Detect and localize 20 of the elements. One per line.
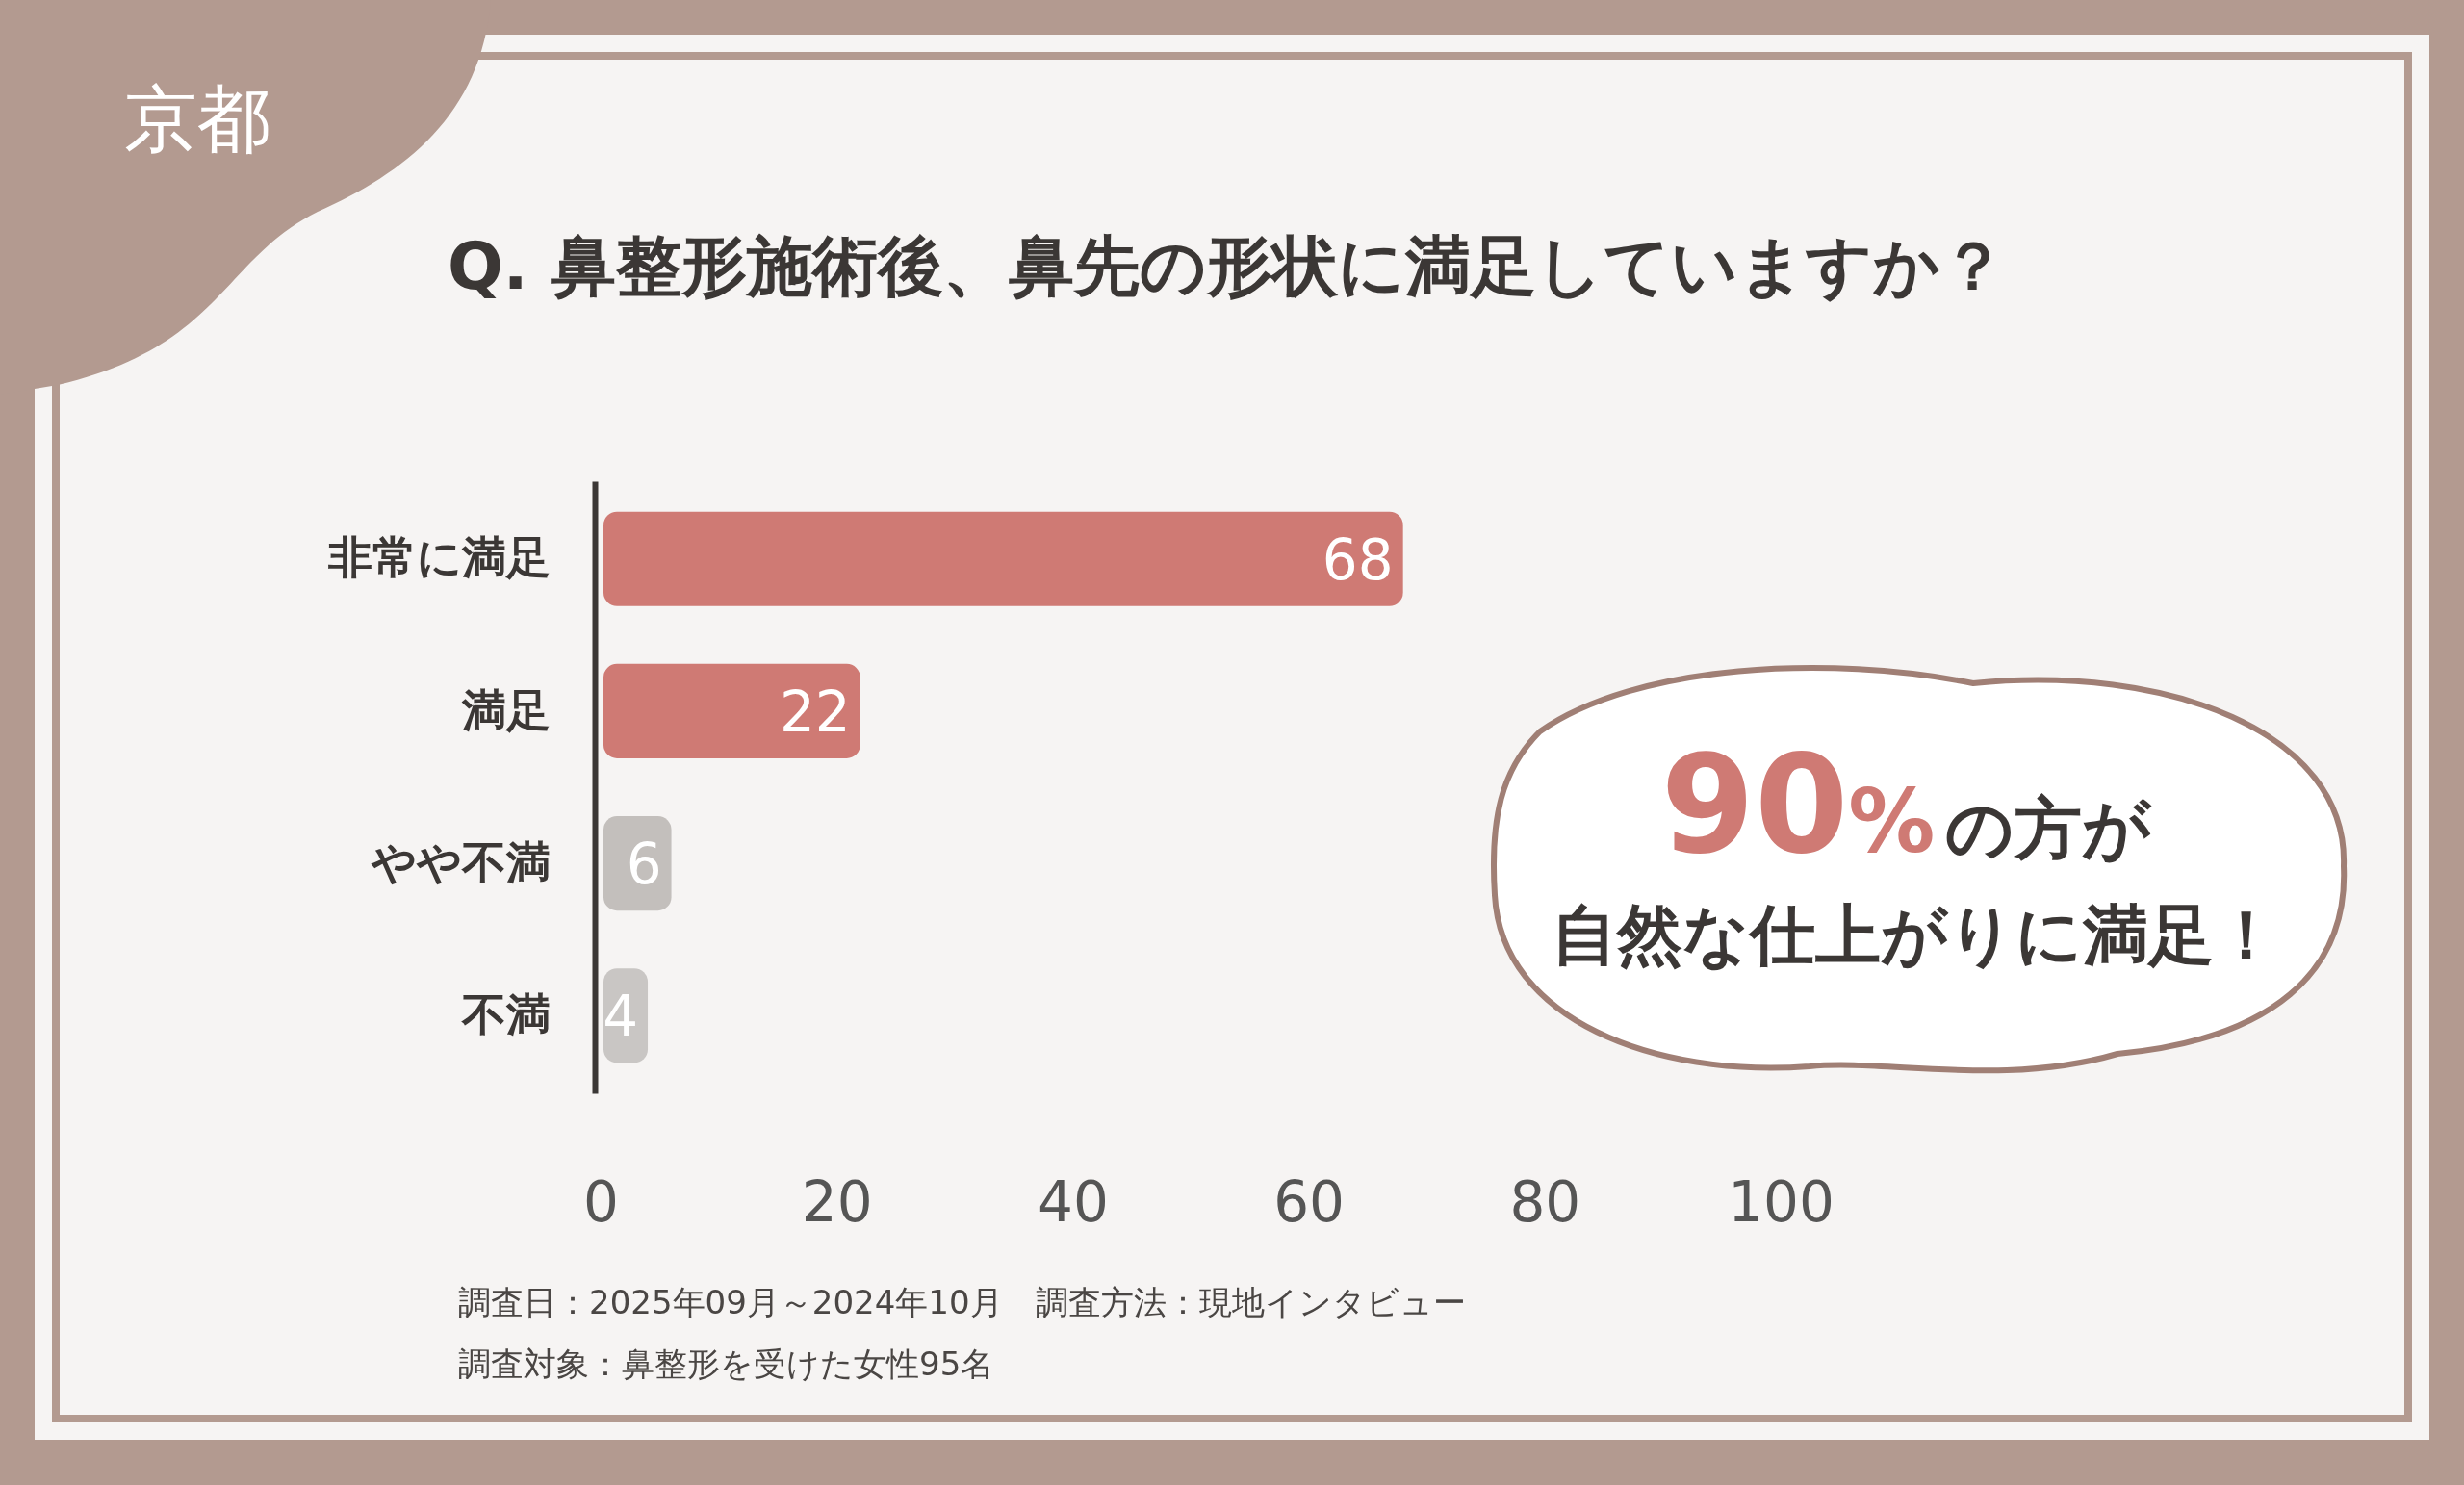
- x-tick-label: 20: [801, 1169, 873, 1236]
- x-tick-label: 60: [1273, 1169, 1346, 1236]
- text: 調査対象：鼻整形を受けた女性95名: [458, 1344, 994, 1383]
- chart-subtitle: 京都: [124, 76, 270, 162]
- data-label: 6: [626, 831, 662, 897]
- chart-title: Q. 鼻整形施術後、鼻先の形状に満足していますか？: [448, 228, 2007, 304]
- y-tick-label: 不満: [461, 988, 551, 1041]
- text: 調査日：2025年09月～2024年10月 調査方法：現地インタビュー: [458, 1283, 1466, 1321]
- data-label: 68: [1322, 526, 1394, 593]
- y-tick-label: 非常に満足: [327, 531, 551, 584]
- x-tick-label: 80: [1509, 1169, 1581, 1236]
- annotation: 90%の方が: [1660, 727, 2152, 883]
- y-tick-label: 満足: [461, 683, 551, 736]
- x-tick-label: 40: [1037, 1169, 1109, 1236]
- data-label: 4: [603, 984, 639, 1050]
- y-tick-label: やや不満: [371, 835, 551, 888]
- x-tick-label: 100: [1728, 1169, 1835, 1236]
- data-label: 22: [779, 678, 851, 745]
- annotation: 自然な仕上がりに満足！: [1552, 897, 2279, 973]
- x-tick-label: 0: [583, 1169, 619, 1236]
